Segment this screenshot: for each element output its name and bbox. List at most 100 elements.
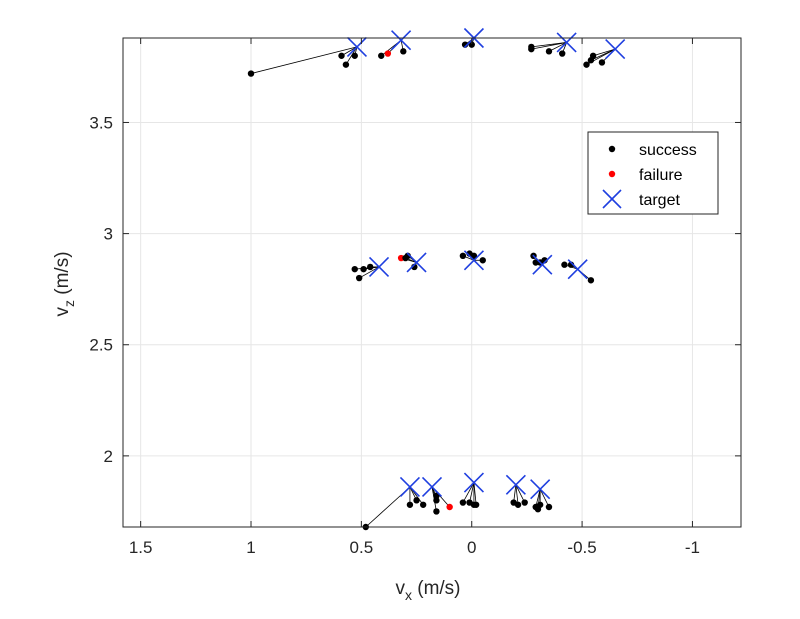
success-point-5-1: [355, 274, 363, 282]
target-marker-5: [368, 256, 390, 278]
success-point-7-3: [479, 257, 486, 264]
target-marker-14: [530, 479, 551, 500]
trial-group-13: [505, 474, 528, 508]
x-tick-label-2: 0.5: [350, 538, 374, 557]
success-point-5-2: [360, 265, 367, 273]
legend-target-label: target: [639, 192, 680, 209]
target-marker-stroke-b-8: [532, 254, 553, 275]
success-point-11-0: [433, 492, 440, 500]
y-axis-label: vz (m/s): [52, 251, 77, 316]
trial-group-8: [530, 252, 553, 275]
trial-line-3-2: [548, 42, 567, 52]
target-marker-7: [463, 250, 485, 271]
success-point-13-2: [521, 499, 528, 506]
trial-line-3-1: [531, 42, 567, 50]
target-marker-8: [532, 254, 553, 275]
success-point-4-2: [589, 52, 597, 59]
failure-point-11-3: [446, 503, 453, 511]
trial-group-4: [583, 39, 626, 68]
target-marker-4: [605, 39, 626, 60]
success-point-1-0: [378, 52, 385, 59]
success-point-9-2: [587, 277, 595, 284]
y-tick-label-0: 2: [104, 447, 113, 466]
success-point-5-3: [367, 263, 374, 271]
target-marker-12: [463, 472, 485, 493]
x-tick-label-3: 0: [467, 538, 476, 557]
target-marker-13: [505, 474, 526, 495]
x-tick-label-0: 1.5: [129, 538, 153, 557]
legend-entry-failure: failure: [608, 167, 683, 184]
success-point-5-0: [351, 265, 358, 273]
trial-group-9: [561, 259, 595, 284]
plot-frame: [122, 37, 742, 528]
target-marker-1: [391, 30, 412, 51]
trial-group-10: [362, 476, 427, 531]
success-point-10-3: [419, 501, 427, 508]
y-axis-label-sub: z: [61, 300, 77, 307]
success-point-3-2: [545, 48, 553, 55]
x-axis-label-unit: (m/s): [412, 578, 461, 599]
target-marker-stroke-b-1: [391, 30, 412, 51]
legend-entry-success: success: [608, 142, 697, 159]
x-tick-label-4: -0.5: [567, 538, 596, 557]
failure-point-1-1: [384, 50, 392, 57]
target-marker-6: [406, 252, 427, 273]
trial-line-13-1: [515, 484, 519, 505]
trial-line-12-0: [462, 482, 475, 503]
legend-failure-marker: [608, 170, 616, 178]
trial-group-0: [247, 36, 368, 77]
trial-group-3: [528, 32, 577, 57]
success-point-0-1: [338, 52, 345, 59]
legend-target-marker: [602, 189, 622, 209]
x-axis-label-main: v: [395, 578, 405, 599]
x-tick-label-5: -1: [685, 538, 700, 557]
target-marker-3: [556, 32, 577, 53]
legend-success-marker: [608, 145, 616, 153]
y-axis-label-unit: (m/s): [52, 251, 73, 300]
trial-group-1: [378, 30, 412, 59]
x-axis-label: vx (m/s): [395, 578, 460, 603]
trial-group-12: [459, 472, 485, 508]
success-point-9-0: [561, 261, 568, 268]
x-axis-label-sub: x: [405, 587, 412, 603]
trial-group-7: [459, 250, 486, 271]
x-tick-label-1: 1: [246, 538, 255, 557]
target-marker-stroke-b-0: [346, 36, 368, 57]
success-point-4-0: [583, 61, 590, 68]
success-point-1-2: [400, 48, 407, 55]
trial-line-13-2: [515, 484, 526, 503]
success-point-0-0: [247, 70, 255, 77]
trial-line-0-0: [250, 46, 358, 74]
target-marker-stroke-b-10: [399, 476, 420, 498]
trial-line-4-2: [593, 48, 616, 57]
success-point-14-2: [536, 501, 544, 508]
success-point-12-3: [472, 501, 480, 508]
success-point-3-3: [559, 50, 566, 57]
trial-line-12-3: [473, 482, 477, 505]
success-point-11-1: [433, 497, 440, 504]
legend: success failure target: [587, 131, 719, 215]
trial-group-11: [421, 476, 453, 515]
success-point-13-1: [514, 501, 522, 508]
target-marker-10: [399, 476, 420, 498]
success-point-7-2: [470, 252, 478, 260]
y-tick-label-1: 2.5: [89, 336, 113, 355]
failure-point-6-0: [397, 254, 405, 262]
success-point-14-3: [545, 503, 553, 511]
target-marker-0: [346, 36, 368, 57]
success-point-12-0: [459, 499, 467, 506]
success-point-10-2: [413, 497, 420, 504]
success-point-0-3: [351, 52, 358, 59]
success-point-3-1: [528, 45, 535, 53]
trial-line-12-1: [469, 482, 475, 503]
target-marker-stroke-b-4: [605, 39, 626, 60]
success-point-7-0: [459, 252, 467, 260]
trial-line-5-1: [358, 266, 380, 279]
legend-success-label: success: [639, 142, 697, 159]
target-marker-stroke-b-7: [463, 250, 485, 271]
target-marker-9: [567, 259, 588, 280]
success-point-11-2: [433, 508, 440, 515]
target-marker-stroke-b-14: [530, 479, 551, 500]
y-tick-label-2: 3: [104, 225, 113, 244]
